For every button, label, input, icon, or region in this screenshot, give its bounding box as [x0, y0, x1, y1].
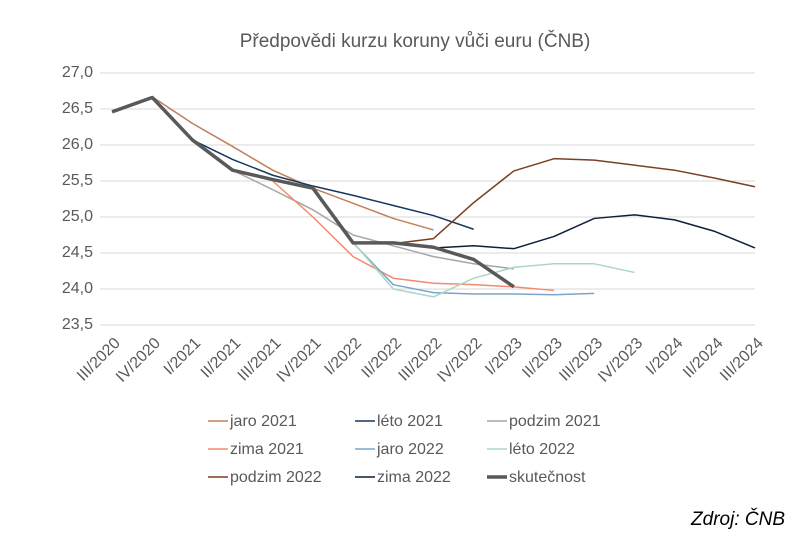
- x-tick-label: I/2021: [161, 335, 205, 379]
- y-tick-label: 26,5: [62, 100, 93, 117]
- x-tick-label: I/2024: [643, 335, 687, 379]
- legend-label: zima 2022: [377, 469, 451, 486]
- x-tick-label: IV/2020: [113, 335, 164, 386]
- x-tick-label: IV/2021: [274, 335, 325, 386]
- legend-label: skutečnost: [509, 469, 586, 486]
- series-line: [433, 214, 756, 250]
- legend-label: zima 2021: [230, 441, 304, 458]
- x-tick-label: IV/2022: [434, 335, 485, 386]
- series-line: [352, 242, 595, 296]
- series-line: [192, 139, 474, 230]
- legend-label: jaro 2022: [376, 441, 444, 458]
- series-line: [393, 157, 756, 245]
- source: Zdroj: ČNB: [690, 508, 785, 530]
- y-tick-label: 24,0: [62, 280, 93, 297]
- y-tick-label: 25,5: [62, 172, 93, 189]
- y-tick-label: 23,5: [62, 316, 93, 333]
- x-tick-label: I/2022: [321, 335, 365, 379]
- x-tick-label: I/2023: [482, 335, 526, 379]
- series-line: [232, 169, 514, 270]
- legend-label: léto 2021: [377, 413, 443, 430]
- legend-label: podzim 2021: [509, 413, 601, 430]
- x-tick-label: III/2024: [717, 335, 767, 385]
- legend-label: jaro 2021: [229, 413, 297, 430]
- y-tick-label: 24,5: [62, 244, 93, 261]
- legend-label: léto 2022: [509, 441, 575, 458]
- y-tick-label: 26,0: [62, 136, 93, 153]
- y-tick-label: 27,0: [62, 64, 93, 81]
- x-tick-label: IV/2023: [595, 335, 646, 386]
- series-line: [111, 95, 515, 289]
- series-line: [272, 180, 555, 292]
- y-tick-label: 25,0: [62, 208, 93, 225]
- legend-label: podzim 2022: [230, 469, 322, 486]
- series-line: [151, 96, 434, 231]
- chart-title: Předpovědi kurzu koruny vůči euru (ČNB): [240, 30, 591, 52]
